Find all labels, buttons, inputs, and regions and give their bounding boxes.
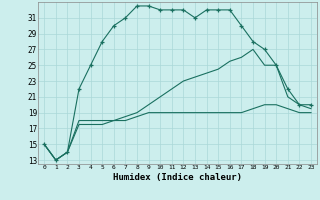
X-axis label: Humidex (Indice chaleur): Humidex (Indice chaleur) [113, 173, 242, 182]
